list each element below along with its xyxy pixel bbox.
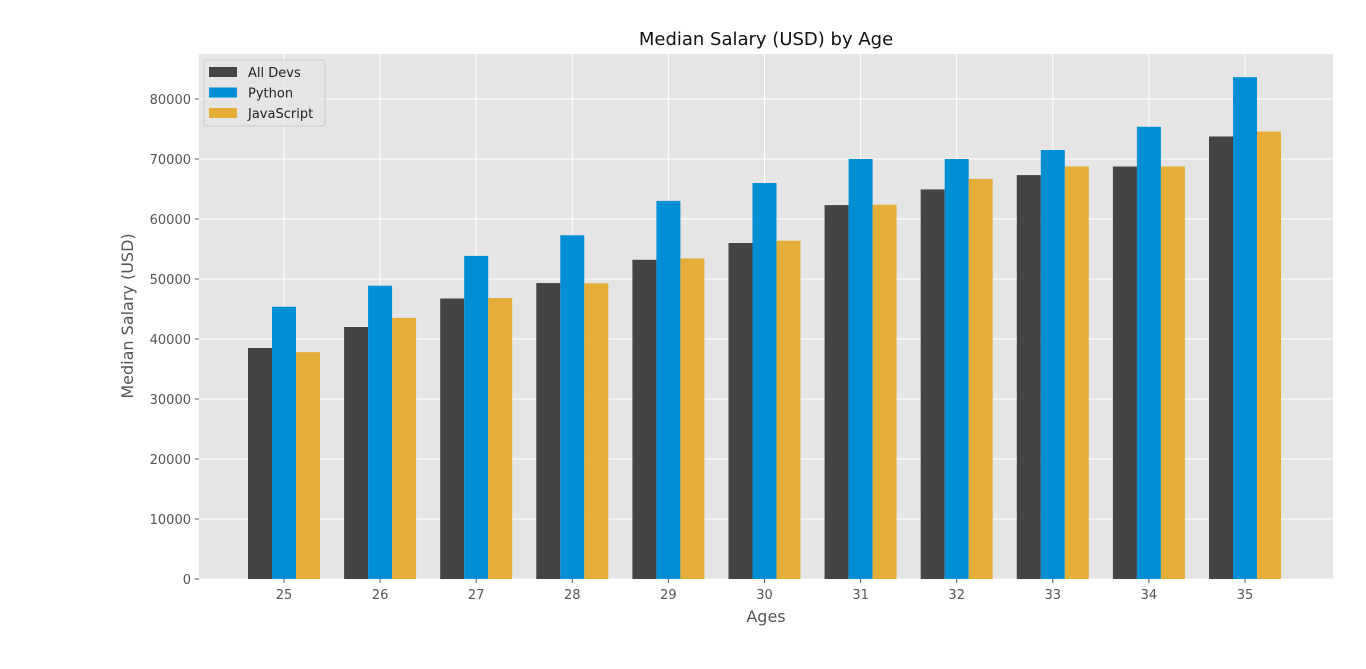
legend-label: All Devs xyxy=(248,66,301,81)
bar-all-devs-25 xyxy=(248,348,272,579)
y-tick-label: 20000 xyxy=(150,453,191,468)
bar-python-27 xyxy=(464,255,489,579)
y-tick-label: 50000 xyxy=(150,273,191,288)
y-tick-label: 40000 xyxy=(150,333,191,348)
y-tick-label: 10000 xyxy=(150,513,191,528)
bar-javascript-30 xyxy=(776,240,801,579)
bar-all-devs-28 xyxy=(536,283,561,579)
bar-javascript-32 xyxy=(968,178,993,579)
bar-python-26 xyxy=(368,285,393,579)
y-axis-ticks: 0 10000 20000 30000 40000 50000 60000 70000 8000… xyxy=(150,93,199,588)
x-tick-label: 33 xyxy=(1045,588,1062,603)
bar-javascript-29 xyxy=(680,258,705,579)
bar-all-devs-31 xyxy=(824,205,849,579)
x-tick-label: 29 xyxy=(660,588,677,603)
bar-python-34 xyxy=(1136,126,1161,579)
bar-javascript-35 xyxy=(1257,131,1281,579)
bar-python-28 xyxy=(560,235,585,579)
bar-javascript-33 xyxy=(1064,166,1089,579)
legend: All Devs Python JavaScript xyxy=(203,59,326,127)
x-axis-label: Ages xyxy=(746,607,785,626)
x-axis-ticks: 25 26 27 28 29 30 31 32 33 34 35 xyxy=(276,579,1254,603)
x-tick-label: 32 xyxy=(948,588,965,603)
bar-python-33 xyxy=(1040,150,1065,580)
bar-all-devs-26 xyxy=(344,327,369,579)
legend-swatch xyxy=(209,108,237,118)
y-tick-label: 60000 xyxy=(150,213,191,228)
y-tick-label: 70000 xyxy=(150,153,191,168)
bar-python-32 xyxy=(944,159,969,579)
bar-all-devs-34 xyxy=(1112,166,1137,579)
x-tick-label: 27 xyxy=(468,588,485,603)
bar-javascript-25 xyxy=(296,352,320,579)
legend-swatch xyxy=(209,67,237,77)
bar-javascript-31 xyxy=(872,204,897,579)
x-tick-label: 35 xyxy=(1237,588,1254,603)
y-axis-label: Median Salary (USD) xyxy=(118,233,137,398)
legend-label: Python xyxy=(248,87,293,102)
y-tick-label: 0 xyxy=(183,573,191,588)
bar-javascript-27 xyxy=(488,298,513,579)
bar-all-devs-32 xyxy=(920,189,945,579)
bar-python-29 xyxy=(656,200,681,580)
bar-javascript-26 xyxy=(392,317,417,579)
bar-all-devs-33 xyxy=(1016,175,1041,579)
bar-python-35 xyxy=(1233,77,1257,579)
bar-javascript-34 xyxy=(1160,166,1185,580)
x-tick-label: 30 xyxy=(756,588,773,603)
x-tick-label: 25 xyxy=(276,588,293,603)
bars-layer xyxy=(248,77,1281,580)
x-tick-label: 31 xyxy=(852,588,869,603)
bar-all-devs-29 xyxy=(632,259,657,579)
x-tick-label: 28 xyxy=(564,588,581,603)
legend-swatch xyxy=(209,87,237,98)
legend-items: All Devs Python JavaScript xyxy=(209,66,313,122)
chart-title: Median Salary (USD) by Age xyxy=(639,29,893,50)
bar-python-25 xyxy=(272,306,296,579)
legend-label: JavaScript xyxy=(247,107,313,122)
bar-all-devs-27 xyxy=(440,298,465,579)
bar-javascript-28 xyxy=(584,283,609,579)
x-tick-label: 26 xyxy=(372,588,389,603)
bar-python-30 xyxy=(752,183,777,579)
bar-python-31 xyxy=(848,158,873,579)
y-tick-label: 80000 xyxy=(150,93,191,108)
y-tick-label: 30000 xyxy=(150,393,191,408)
bar-all-devs-35 xyxy=(1209,136,1233,579)
x-tick-label: 34 xyxy=(1141,588,1158,603)
bar-all-devs-30 xyxy=(728,243,753,579)
